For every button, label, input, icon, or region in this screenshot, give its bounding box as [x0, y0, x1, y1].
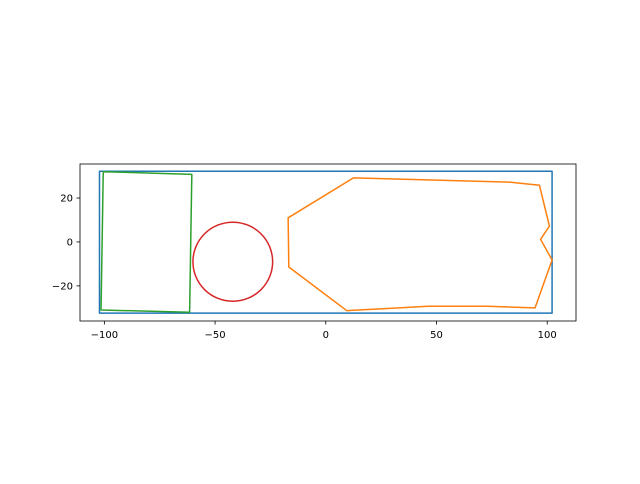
x-tick-label: 0 — [323, 330, 329, 341]
plot-axes: −100 −50 0 50 100 −20 0 20 — [52, 163, 577, 341]
x-tick-label: −50 — [205, 330, 226, 341]
y-tick-label: 0 — [67, 237, 73, 248]
series-polygon-3 — [100, 170, 193, 313]
plot-series — [98, 170, 553, 314]
y-tick-label: 20 — [60, 194, 73, 205]
x-tick-label: 100 — [538, 330, 557, 341]
y-tick-label: −20 — [52, 281, 73, 292]
series-circle — [192, 221, 274, 302]
x-tick-label: −100 — [91, 330, 118, 341]
x-tick-label: 50 — [430, 330, 443, 341]
axes-frame — [79, 163, 577, 322]
series-polygon-2 — [287, 177, 553, 312]
series-polygon-1 — [98, 170, 553, 314]
